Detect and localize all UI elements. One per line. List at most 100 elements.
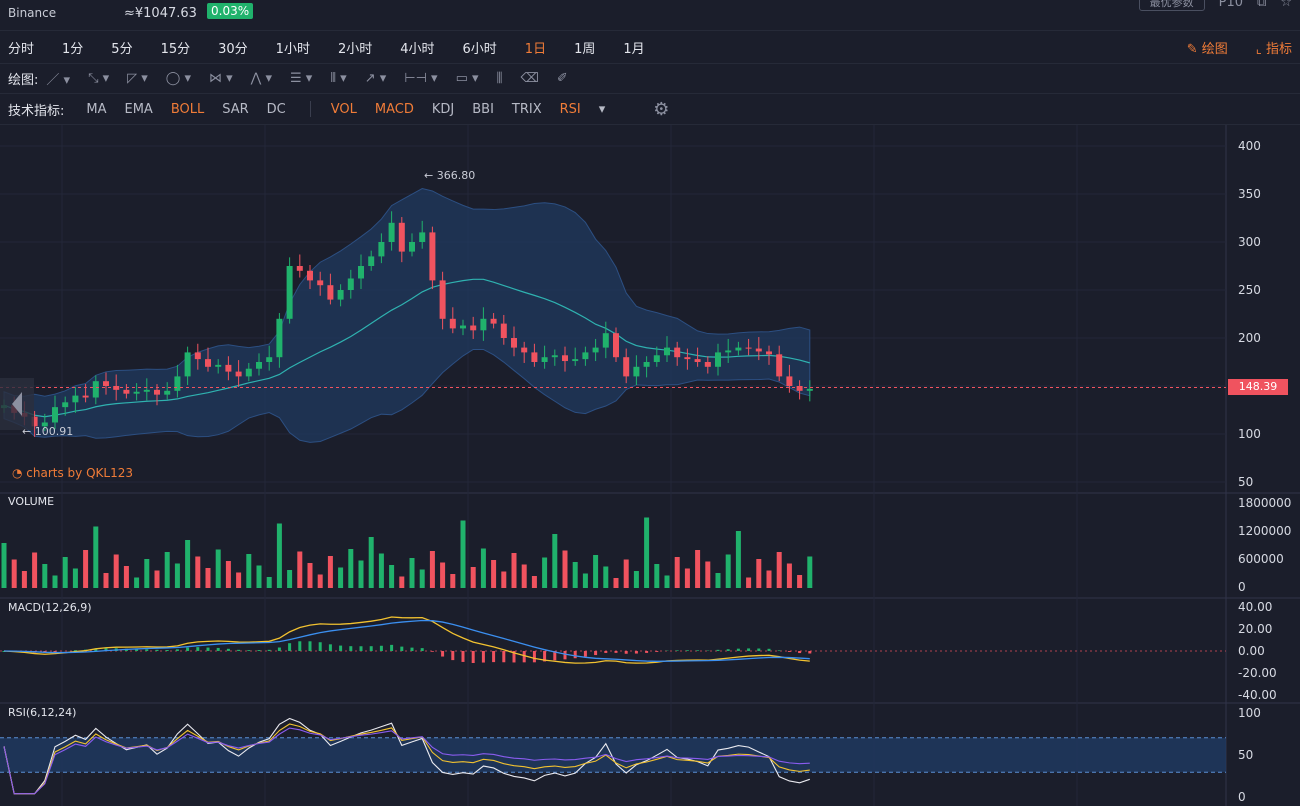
tf-11[interactable]: 1月 [623,41,645,57]
chart-area[interactable] [0,125,1300,806]
optimal-params-button[interactable]: 最优参数 [1138,0,1205,11]
tf-8[interactable]: 6小时 [462,41,497,57]
candle [704,362,711,367]
volume-bar [582,573,588,588]
candle-tool-icon[interactable]: ⫼ [496,70,503,86]
fullscreen-icon[interactable]: ⧉ [1257,0,1267,10]
macd-hist-bar [196,647,200,651]
candle [511,338,517,348]
arrow-tool-icon[interactable]: ↗ ▾ [364,70,387,86]
ind-rsi[interactable]: RSI [559,101,581,117]
tf-7[interactable]: 4小时 [400,41,435,57]
indicator-label: 技术指标: [8,103,65,119]
candle [745,347,752,349]
gear-icon[interactable]: ⚙ [653,98,670,120]
boll-band [3,187,811,443]
tf-10[interactable]: 1周 [574,41,596,57]
candle [439,280,446,319]
macd-hist-bar [430,651,434,652]
tf-5[interactable]: 1小时 [275,41,310,57]
volume-bar [644,517,650,588]
macd-hist-bar [594,651,598,656]
macd-hist-bar [339,645,343,651]
ind-macd[interactable]: MACD [374,101,414,117]
more-indicators-icon[interactable]: ▾ [598,101,606,117]
y-tick-250: 250 [1238,283,1261,297]
ind-dc[interactable]: DC [266,101,286,117]
macd-hist-bar [288,643,292,651]
last-price-tag: 148.39 [1228,379,1288,395]
circle-tool-icon[interactable]: ◯ ▾ [165,70,191,86]
candle [735,347,742,351]
macd-hist-bar [604,651,608,653]
candle [123,389,130,394]
candle [235,371,242,377]
volume-bar [664,575,670,588]
candle [664,347,670,356]
drawing-label: 绘图: [8,72,39,88]
ind-ma[interactable]: MA [86,101,107,117]
signal-line [3,619,810,662]
macd-hist-bar [808,651,812,654]
volume-bar [164,552,170,588]
volume-bar [603,566,609,588]
pen-icon: ✎ [1186,42,1202,57]
macd-hist-bar [165,649,169,651]
tf-1[interactable]: 1分 [62,41,84,57]
ind-bbi[interactable]: BBI [472,101,494,117]
candle [82,395,89,398]
ind-kdj[interactable]: KDJ [431,101,455,117]
change-badge: 0.03% [207,3,254,19]
volume-bar [389,565,395,588]
candle [470,325,477,331]
ind-vol[interactable]: VOL [330,101,357,117]
volume-bar [633,571,639,588]
triangle-tool-icon[interactable]: ◸ ▾ [127,70,148,86]
candle [327,285,334,300]
tf-0[interactable]: 分时 [8,41,35,57]
candle [602,333,609,348]
macd-tick-4: -40.00 [1238,688,1277,702]
macd-hist-bar [767,648,771,651]
tf-3[interactable]: 15分 [160,41,191,57]
channel-tool-icon[interactable]: ⦀ ▾ [330,70,347,86]
candle [806,388,813,391]
candle [490,318,497,324]
tf-2[interactable]: 5分 [111,41,133,57]
wave-tool-icon[interactable]: ⋈ ▾ [209,70,233,86]
fib-tool-icon[interactable]: ☰ ▾ [290,70,313,86]
brush-icon[interactable]: ✐ [556,70,568,86]
volume-bar [695,550,701,588]
drawing-toolbar: 绘图: ／ ▾ ⤡ ▾ ◸ ▾ ◯ ▾ ⋈ ▾ ⋀ ▾ ☰ ▾ ⦀ ▾ ↗ ▾ … [0,63,1300,94]
vol-tick-2: 600000 [1238,552,1284,566]
macd-hist-bar [135,649,139,651]
macd-hist-bar [777,650,781,651]
star-icon[interactable]: ☆ [1280,0,1292,10]
line-tool-icon[interactable]: ／ ▾ [46,72,71,88]
measure-tool-icon[interactable]: ⊢⊣ ▾ [404,70,438,86]
tf-9[interactable]: 1日 [524,41,547,57]
candle [307,270,313,281]
macd-hist-bar [481,651,485,663]
trash-icon[interactable]: ⌫ [520,70,539,86]
volume-bar [429,551,435,588]
pattern-tool-icon[interactable]: ⋀ ▾ [250,70,272,86]
candle [41,422,48,427]
draw-button[interactable]: ✎ 绘图 [1186,42,1228,57]
ind-sar[interactable]: SAR [222,101,249,117]
ray-tool-icon[interactable]: ⤡ ▾ [88,70,110,86]
volume-bar [246,554,252,588]
volume-bar [52,575,58,588]
tf-4[interactable]: 30分 [218,41,248,57]
macd-hist-bar [328,644,332,651]
volume-bar [593,555,599,588]
volume-bar [123,566,129,588]
macd-hist-bar [53,651,57,653]
indicator-button[interactable]: ⌞ 指标 [1255,42,1292,57]
macd-hist-bar [206,647,210,651]
tf-6[interactable]: 2小时 [337,41,373,57]
note-tool-icon[interactable]: ▭ ▾ [455,70,479,86]
ind-boll[interactable]: BOLL [170,101,205,117]
ind-trix[interactable]: TRIX [511,101,542,117]
ind-ema[interactable]: EMA [124,101,153,117]
